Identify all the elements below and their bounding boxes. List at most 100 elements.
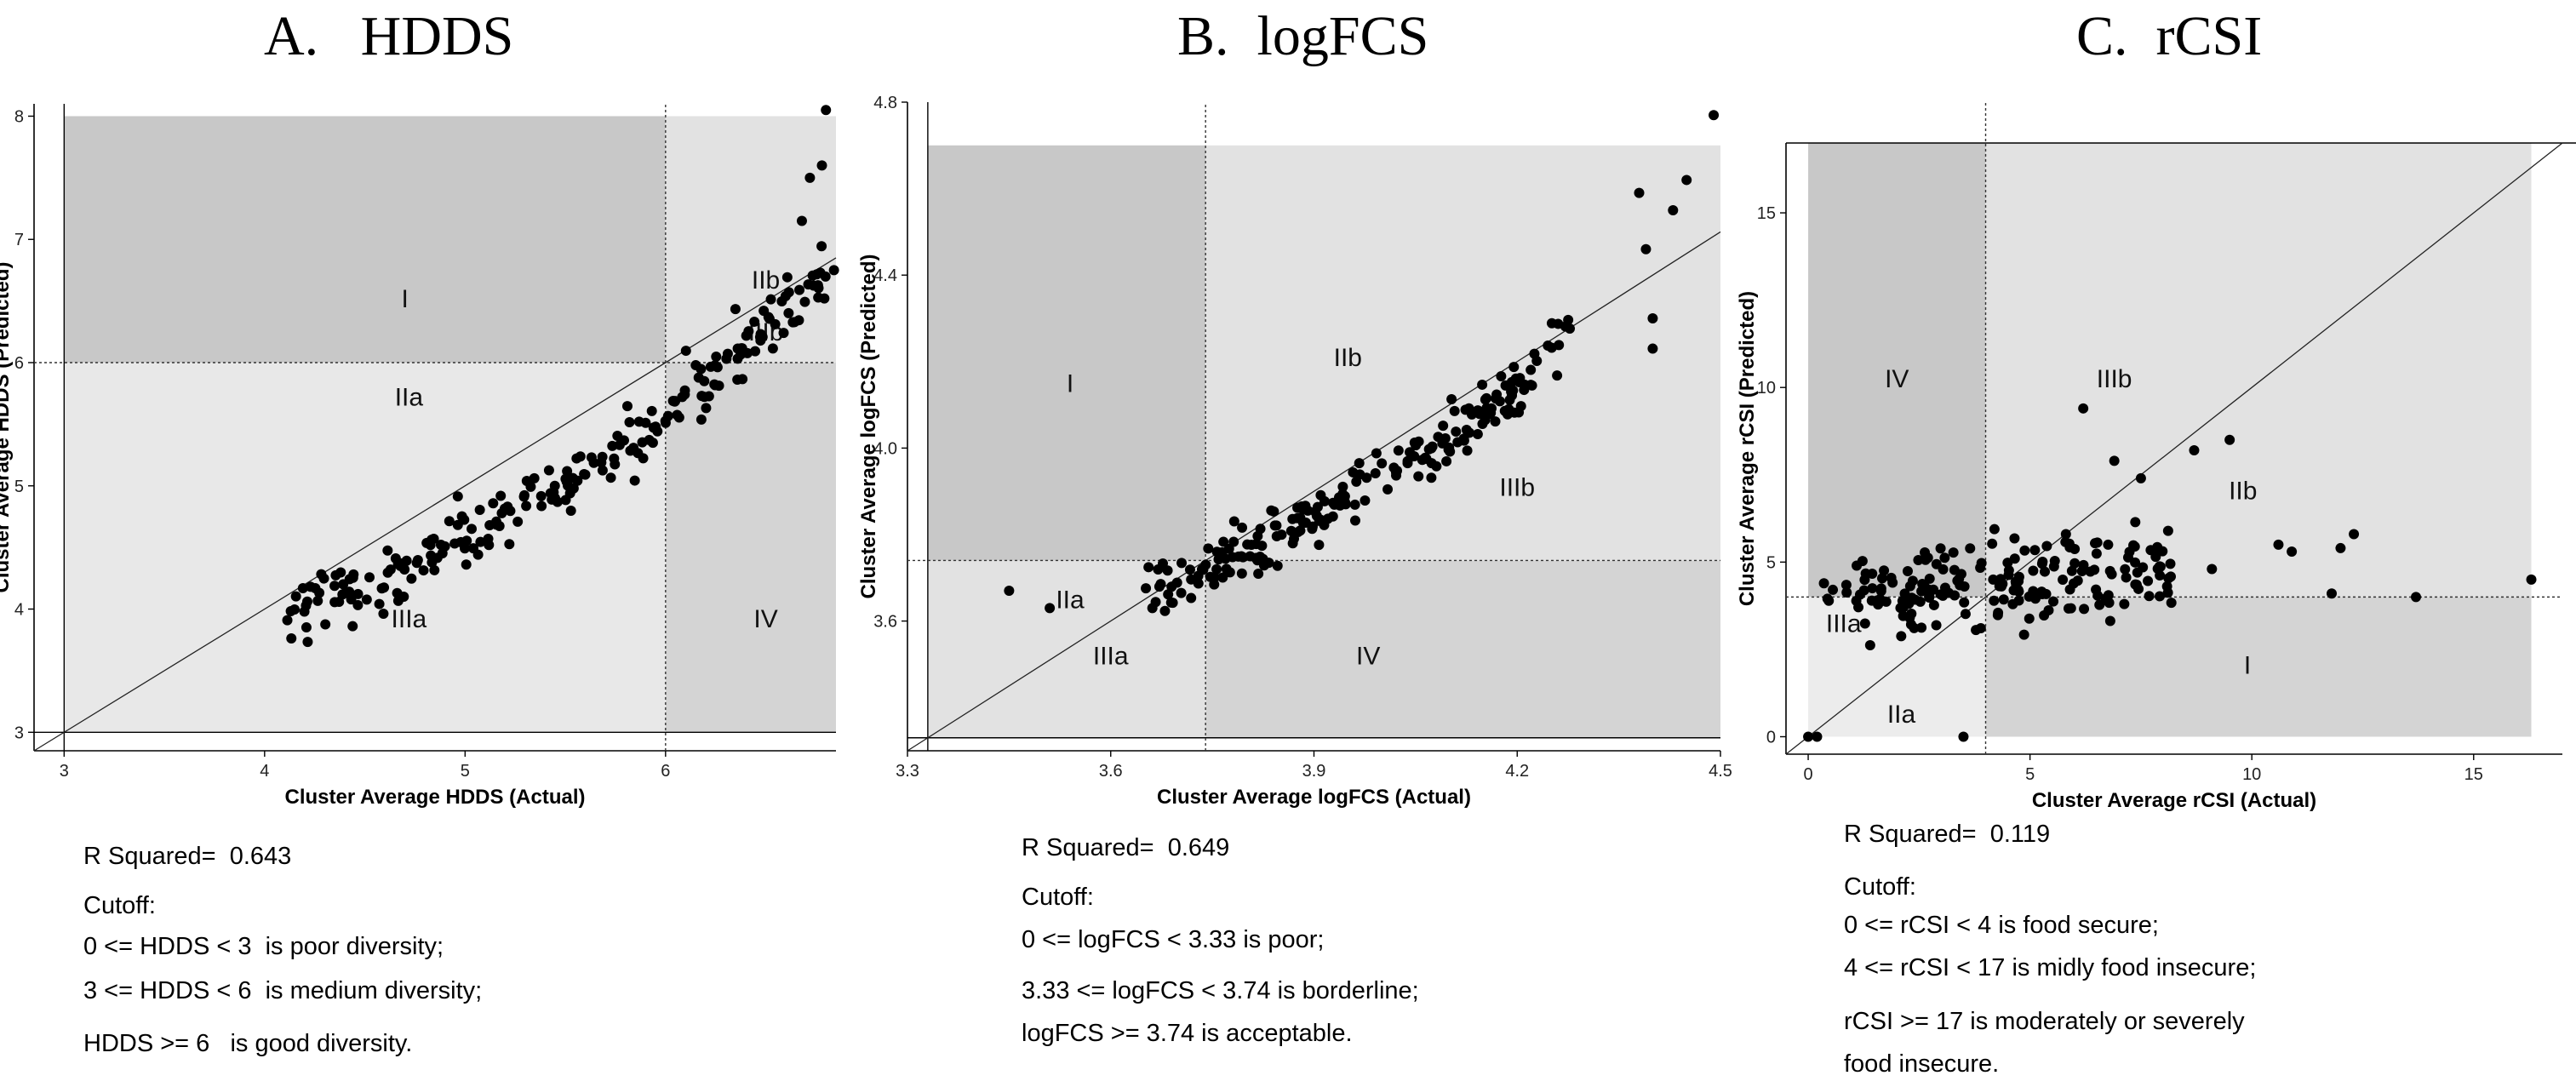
- data-point: [722, 348, 733, 359]
- data-point: [2128, 540, 2139, 551]
- data-point: [2039, 609, 2050, 621]
- region-shade: [665, 363, 836, 733]
- data-point: [484, 519, 495, 530]
- data-point: [444, 516, 455, 527]
- data-point: [1922, 552, 1933, 564]
- data-point: [1315, 489, 1326, 501]
- data-point: [2009, 533, 2020, 544]
- data-point: [783, 307, 794, 318]
- region-shade: [1205, 145, 1720, 561]
- data-point: [536, 501, 547, 512]
- data-point: [1818, 578, 1829, 589]
- x-tick-label: 10: [2242, 765, 2261, 784]
- data-point: [575, 451, 586, 462]
- data-point: [2041, 541, 2052, 552]
- data-point: [318, 573, 329, 584]
- data-point: [1141, 583, 1152, 594]
- region-shade: [1985, 597, 2532, 737]
- data-point: [2040, 566, 2051, 577]
- data-point: [1402, 455, 1413, 466]
- data-point: [1349, 499, 1360, 510]
- data-point: [2048, 561, 2059, 572]
- data-point: [2135, 472, 2146, 483]
- data-point: [2130, 557, 2141, 568]
- y-axis-label: Cluster Average rCSI (Predicted): [1736, 291, 1759, 606]
- data-point: [1840, 580, 1852, 591]
- data-point: [1252, 530, 1263, 541]
- x-tick-label: 3.9: [1302, 762, 1326, 781]
- data-point: [787, 317, 799, 328]
- x-tick-label: 5: [2025, 765, 2035, 784]
- data-point: [1205, 571, 1216, 582]
- data-point: [392, 587, 403, 598]
- data-point: [2327, 588, 2338, 599]
- data-point: [1858, 585, 1869, 596]
- data-point: [2079, 604, 2090, 615]
- x-tick-label: 6: [661, 762, 670, 781]
- data-point: [2063, 603, 2074, 614]
- data-point: [1902, 566, 1913, 577]
- y-tick-label: 4: [14, 601, 24, 620]
- data-point: [1287, 538, 1298, 549]
- data-point: [646, 405, 657, 416]
- data-point: [2106, 569, 2117, 580]
- data-point: [1004, 586, 1015, 597]
- data-point: [1314, 540, 1325, 551]
- data-point: [2162, 525, 2173, 536]
- data-point: [813, 283, 824, 294]
- data-point: [1915, 596, 1926, 607]
- data-point: [1913, 554, 1924, 565]
- data-point: [743, 326, 754, 337]
- data-point: [1948, 547, 1959, 558]
- data-point: [610, 459, 621, 470]
- data-point: [1634, 187, 1645, 198]
- data-point: [1526, 380, 1537, 391]
- data-point: [1859, 618, 1870, 629]
- data-point: [2036, 586, 2047, 598]
- data-point: [2060, 536, 2071, 547]
- cutoff-note: 3 <= HDDS < 6 is medium diversity;: [83, 977, 483, 1004]
- data-point: [299, 606, 310, 617]
- data-point: [2109, 455, 2120, 466]
- data-point: [1337, 489, 1348, 500]
- data-point: [1879, 565, 1890, 576]
- y-axis-label: Cluster Average logFCS (Predicted): [857, 255, 880, 599]
- data-point: [1405, 447, 1416, 458]
- region-label: IIb: [1334, 344, 1362, 372]
- data-point: [314, 587, 325, 598]
- data-point: [1393, 445, 1404, 456]
- data-point: [1451, 426, 1462, 438]
- identity-line: [1785, 142, 2563, 755]
- data-point: [1875, 586, 1886, 597]
- data-point: [1491, 389, 1503, 400]
- x-tick-label: 4.2: [1505, 762, 1529, 781]
- data-point: [467, 523, 478, 535]
- data-point: [1904, 581, 1915, 592]
- data-point: [1163, 589, 1174, 600]
- data-point: [1300, 501, 1311, 512]
- data-point: [1859, 575, 1870, 586]
- data-point: [1361, 472, 1372, 483]
- data-point: [2024, 613, 2035, 624]
- cutoff-heading: Cutoff:: [1022, 884, 1094, 911]
- data-point: [1461, 424, 1472, 435]
- data-point: [2104, 615, 2115, 626]
- data-point: [1147, 603, 1158, 614]
- data-point: [282, 615, 293, 626]
- data-point: [1960, 609, 1971, 620]
- data-point: [1162, 565, 1173, 576]
- data-point: [302, 637, 313, 648]
- panel-hdds: A. HDDS 3 4 5 6 3 4 5 6 7 8 Cluster Average HDDS (…: [0, 0, 851, 1087]
- data-point: [673, 412, 684, 423]
- data-point: [2287, 546, 2298, 558]
- chart-title: C. rCSI: [2076, 5, 2263, 67]
- data-point: [297, 582, 308, 593]
- x-tick-label: 15: [2464, 765, 2483, 784]
- data-point: [828, 265, 839, 276]
- data-point: [699, 375, 710, 386]
- data-point: [461, 559, 472, 570]
- data-point: [1218, 536, 1229, 547]
- y-tick-label: 3: [14, 724, 24, 742]
- data-point: [1935, 543, 1946, 554]
- region-shade: [1205, 560, 1720, 738]
